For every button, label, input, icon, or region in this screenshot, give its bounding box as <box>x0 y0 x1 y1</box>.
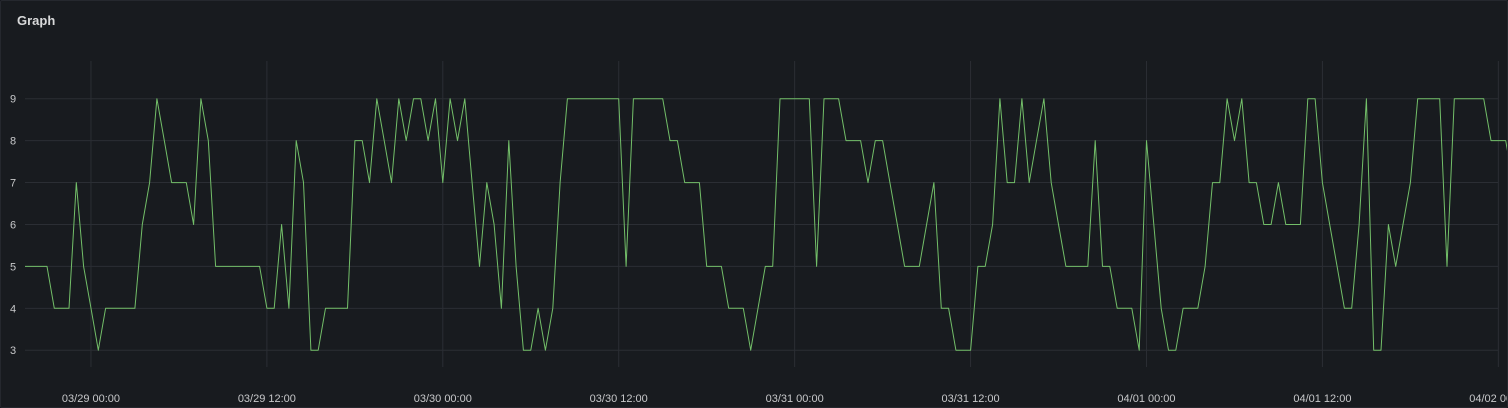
plot-area <box>25 98 1507 351</box>
y-tick-label: 5 <box>10 261 16 273</box>
y-axis: 3 4 5 6 7 8 9 <box>10 94 16 358</box>
y-tick-label: 4 <box>10 303 16 315</box>
x-tick-label: 04/01 00:00 <box>1117 393 1175 405</box>
y-tick-label: 7 <box>10 178 16 190</box>
grid-lines <box>25 61 1499 367</box>
x-tick-label: 03/29 12:00 <box>238 393 296 405</box>
series-line[interactable] <box>25 98 1507 351</box>
x-tick-label: 03/31 12:00 <box>942 393 1000 405</box>
x-tick-label: 03/29 00:00 <box>62 393 120 405</box>
y-tick-label: 8 <box>10 136 16 148</box>
x-tick-label: 04/01 12:00 <box>1293 393 1351 405</box>
x-tick-label: 04/02 00:00 <box>1469 393 1507 405</box>
x-tick-label: 03/30 12:00 <box>590 393 648 405</box>
panel-title[interactable]: Graph <box>17 13 56 28</box>
y-tick-label: 6 <box>10 219 16 231</box>
x-tick-label: 03/31 00:00 <box>766 393 824 405</box>
y-tick-label: 3 <box>10 345 16 357</box>
x-tick-label: 03/30 00:00 <box>414 393 472 405</box>
y-tick-label: 9 <box>10 94 16 106</box>
x-axis: 03/29 00:00 03/29 12:00 03/30 00:00 03/30 1… <box>62 393 1507 405</box>
